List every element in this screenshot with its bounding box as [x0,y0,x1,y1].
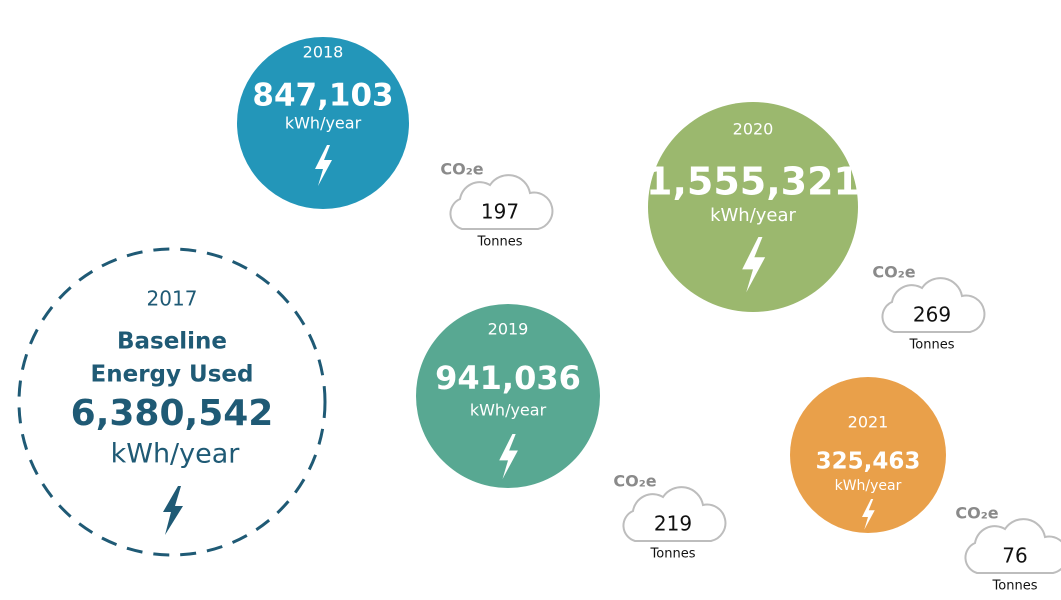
baseline-label: Energy Used [91,362,254,388]
co2-unit: Tonnes [992,579,1038,594]
energy-unit: kWh/year [285,114,362,133]
year-circle [648,102,858,312]
cloud-icon [622,486,727,542]
co2-unit: Tonnes [909,338,955,353]
baseline-year: 2017 [147,287,198,311]
year-label: 2020 [733,120,774,139]
co2-label: CO₂e [955,504,998,523]
energy-unit: kWh/year [710,205,796,226]
year-circle [790,377,946,533]
energy-unit: kWh/year [470,401,547,420]
co2-unit: Tonnes [477,235,523,250]
baseline-value: 6,380,542 [71,393,274,434]
co2-value: 76 [1002,544,1027,568]
bolt-icon [499,434,518,480]
energy-unit: kWh/year [835,478,902,494]
energy-value: 325,463 [816,449,921,475]
co2-unit: Tonnes [650,547,696,562]
cloud-icon [881,277,986,333]
co2-label: CO₂e [440,160,483,179]
cloud-icon [449,174,554,230]
bolt-icon [742,237,766,293]
co2-label: CO₂e [872,263,915,282]
baseline-unit: kWh/year [111,439,241,470]
energy-value: 941,036 [435,359,581,397]
bolt-icon [315,145,332,186]
co2-value: 197 [481,200,519,224]
year-label: 2019 [488,320,529,339]
energy-value: 847,103 [252,78,393,114]
year-label: 2021 [848,413,889,432]
cloud-icon [964,518,1061,574]
co2-value: 269 [913,303,951,327]
energy-value: 1,555,321 [646,160,860,204]
bolt-icon [163,486,183,535]
baseline-circle [17,247,327,557]
year-label: 2018 [303,43,344,62]
co2-value: 219 [654,512,692,536]
year-circle [237,37,409,209]
year-circle [416,304,600,488]
bolt-icon [862,499,875,530]
co2-label: CO₂e [613,472,656,491]
baseline-label: Baseline [117,329,227,355]
